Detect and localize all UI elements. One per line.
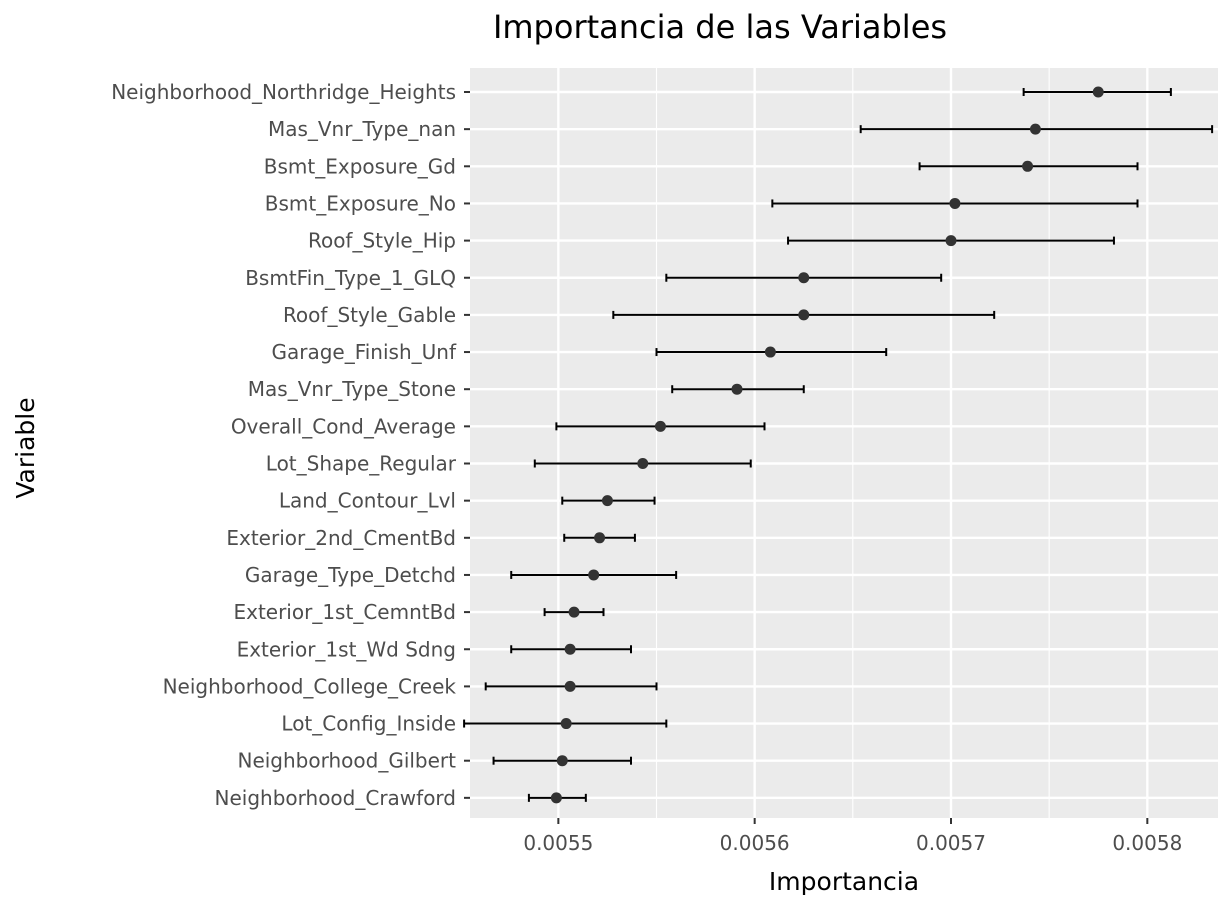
y-axis: Neighborhood_Northridge_Heights Mas_Vnr_T… [111, 80, 470, 810]
y-tick-label: Garage_Type_Detchd [245, 563, 456, 587]
data-point [637, 458, 649, 469]
y-tick-label: Exterior_1st_CemntBd [233, 600, 456, 624]
data-point [945, 235, 957, 247]
y-tick-label: Neighborhood_Northridge_Heights [111, 80, 456, 104]
y-tick-label: Mas_Vnr_Type_nan [268, 117, 456, 141]
data-point [654, 420, 666, 432]
x-axis: 0.0055 0.0056 0.0057 0.0058 [523, 818, 1182, 855]
data-point [764, 346, 776, 358]
x-tick-label: 0.0055 [523, 831, 593, 855]
y-tick-label: Land_Contour_Lvl [279, 489, 456, 513]
data-point [798, 272, 810, 284]
x-axis-title: Importancia [769, 867, 919, 896]
y-tick-label: Exterior_2nd_CmentBd [226, 526, 456, 550]
data-point [798, 309, 810, 321]
plot-panel [470, 68, 1218, 818]
point-layer [550, 86, 1104, 804]
y-tick-label: Neighborhood_Gilbert [237, 749, 456, 773]
data-point [731, 383, 743, 395]
y-axis-title: Variable [11, 397, 40, 498]
data-point [1029, 123, 1041, 135]
data-point [1022, 160, 1034, 172]
x-tick-label: 0.0058 [1112, 831, 1182, 855]
y-tick-label: Lot_Shape_Regular [266, 452, 457, 476]
y-tick-label: Neighborhood_College_Creek [163, 674, 457, 698]
x-tick-label: 0.0056 [720, 831, 790, 855]
y-tick-label: Garage_Finish_Unf [271, 340, 456, 364]
y-tick-label: Bsmt_Exposure_Gd [264, 154, 456, 178]
chart-title: Importancia de las Variables [493, 8, 947, 46]
data-point [1092, 86, 1104, 98]
data-point [564, 680, 576, 692]
y-tick-label: Overall_Cond_Average [231, 414, 456, 438]
y-tick-label: BsmtFin_Type_1_GLQ [245, 266, 456, 290]
data-point [564, 643, 576, 655]
data-point [588, 569, 600, 581]
data-point [550, 792, 562, 804]
y-tick-label: Roof_Style_Hip [308, 229, 456, 253]
data-point [601, 495, 613, 507]
data-point [949, 197, 961, 209]
data-point [568, 606, 580, 618]
data-point [594, 532, 606, 544]
y-tick-label: Bsmt_Exposure_No [265, 191, 456, 215]
y-tick-label: Exterior_1st_Wd Sdng [237, 637, 456, 661]
data-point [556, 755, 568, 767]
y-tick-label: Lot_Config_Inside [281, 712, 456, 736]
y-tick-label: Neighborhood_Crawford [215, 786, 456, 810]
y-tick-label: Roof_Style_Gable [283, 303, 456, 327]
data-point [560, 718, 572, 730]
x-tick-label: 0.0057 [916, 831, 986, 855]
y-tick-label: Mas_Vnr_Type_Stone [248, 377, 456, 401]
